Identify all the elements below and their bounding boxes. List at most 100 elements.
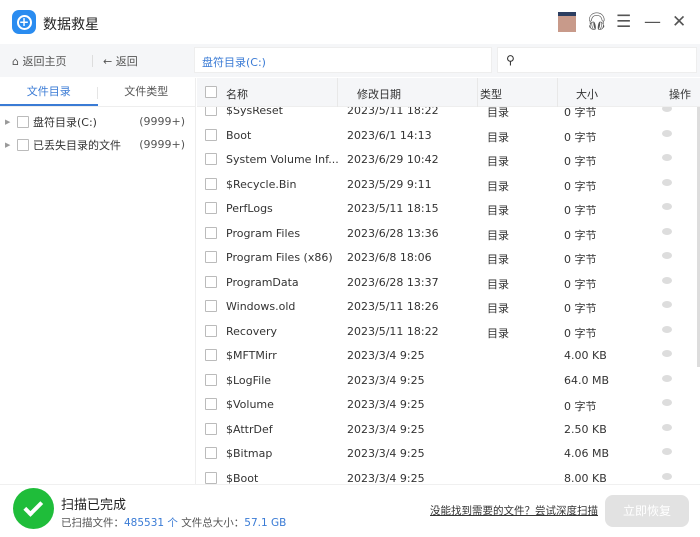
checkbox[interactable] <box>17 138 29 151</box>
file-date: 2023/5/11 18:22 <box>347 324 439 338</box>
table-row[interactable]: System Volume Inf... 2023/6/29 10:42 目录 … <box>197 147 700 172</box>
preview-eye-icon[interactable] <box>662 203 672 210</box>
avatar[interactable] <box>558 12 576 32</box>
table-row[interactable]: $Boot 2023/3/4 9:25 8.00 KB <box>197 466 700 485</box>
preview-eye-icon[interactable] <box>662 154 672 161</box>
row-checkbox[interactable] <box>205 300 217 312</box>
file-type: 目录 <box>487 130 509 144</box>
menu-icon[interactable]: ☰ <box>616 12 632 32</box>
table-row[interactable]: Windows.old 2023/5/11 18:26 目录 0 字节 <box>197 294 700 319</box>
checkbox[interactable] <box>17 115 29 128</box>
preview-eye-icon[interactable] <box>662 252 672 259</box>
tab-file-directory[interactable]: 文件目录 <box>0 78 98 106</box>
row-checkbox[interactable] <box>205 251 217 263</box>
status-title: 扫描已完成 <box>61 498 127 513</box>
search-input[interactable]: ⚲ <box>497 47 697 73</box>
scanned-count: 485531 个 <box>124 517 178 529</box>
file-name: Boot <box>226 128 252 142</box>
tab-file-type[interactable]: 文件类型 <box>124 85 169 98</box>
file-size: 0 字节 <box>564 302 597 315</box>
row-checkbox[interactable] <box>205 398 217 410</box>
row-checkbox[interactable] <box>205 275 217 288</box>
file-date: 2023/6/8 18:06 <box>347 251 432 264</box>
table-row[interactable]: $MFTMirr 2023/3/4 9:25 4.00 KB <box>197 343 700 368</box>
table-row[interactable]: ProgramData 2023/6/28 13:37 目录 0 字节 <box>197 270 700 295</box>
back-button[interactable]: ← 返回 <box>103 53 138 69</box>
scan-summary: 已扫描文件：485531 个 文件总大小：57.1 GB <box>61 515 286 530</box>
row-checkbox[interactable] <box>205 422 217 435</box>
preview-eye-icon[interactable] <box>662 399 672 406</box>
preview-eye-icon[interactable] <box>662 227 672 235</box>
preview-eye-icon[interactable] <box>662 374 672 382</box>
row-checkbox[interactable] <box>205 324 217 337</box>
file-type: 目录 <box>487 326 509 340</box>
path-field[interactable]: 盘符目录(C:) <box>194 47 492 73</box>
table-row[interactable]: $SysReset 2023/5/11 18:22 目录 0 字节 <box>197 98 700 123</box>
row-checkbox[interactable] <box>205 153 217 165</box>
expand-icon[interactable]: ▶ <box>5 140 11 149</box>
row-checkbox[interactable] <box>205 373 217 386</box>
file-name: $Bitmap <box>226 447 273 460</box>
preview-eye-icon[interactable] <box>662 472 672 480</box>
close-icon[interactable]: ✕ <box>672 12 687 32</box>
row-checkbox[interactable] <box>205 349 217 361</box>
table-header: 名称 修改日期 类型 大小 操作 <box>197 78 700 107</box>
file-size: 0 字节 <box>564 204 597 217</box>
header-name[interactable]: 名称 <box>226 88 248 101</box>
preview-eye-icon[interactable] <box>662 448 672 455</box>
row-checkbox[interactable] <box>205 226 217 239</box>
file-name: Program Files (x86) <box>226 251 333 264</box>
select-all-checkbox[interactable] <box>205 86 217 98</box>
arrow-left-icon: ← <box>103 55 113 68</box>
file-date: 2023/3/4 9:25 <box>347 471 425 485</box>
table-row[interactable]: Boot 2023/6/1 14:13 目录 0 字节 <box>197 123 700 148</box>
table-row[interactable]: Recovery 2023/5/11 18:22 目录 0 字节 <box>197 319 700 344</box>
table-row[interactable]: PerfLogs 2023/5/11 18:15 目录 0 字节 <box>197 196 700 221</box>
file-size: 8.00 KB <box>564 471 607 485</box>
file-size: 64.0 MB <box>564 373 610 387</box>
preview-eye-icon[interactable] <box>662 105 672 112</box>
row-checkbox[interactable] <box>205 202 217 214</box>
file-size: 0 字节 <box>564 106 597 119</box>
file-date: 2023/6/28 13:37 <box>347 275 439 289</box>
headset-icon[interactable]: 🎧︎ <box>586 12 608 32</box>
preview-eye-icon[interactable] <box>662 423 672 431</box>
preview-eye-icon[interactable] <box>662 129 672 137</box>
preview-eye-icon[interactable] <box>662 301 672 308</box>
row-checkbox[interactable] <box>205 177 217 190</box>
recover-button[interactable]: 立即恢复 <box>605 495 689 527</box>
scrollbar[interactable] <box>697 107 700 367</box>
header-type[interactable]: 类型 <box>480 88 502 101</box>
preview-eye-icon[interactable] <box>662 325 672 333</box>
expand-icon[interactable]: ▶ <box>5 117 11 126</box>
row-checkbox[interactable] <box>205 128 217 141</box>
header-date[interactable]: 修改日期 <box>357 88 401 101</box>
file-type: 目录 <box>487 228 509 242</box>
minimize-icon[interactable]: — <box>644 12 661 32</box>
file-name: ProgramData <box>226 275 299 289</box>
preview-eye-icon[interactable] <box>662 276 672 284</box>
tree-item[interactable]: ▶ 已丢失目录的文件 (9999+) <box>0 134 195 155</box>
deep-scan-link[interactable]: 没能找到需要的文件？尝试深度扫描 <box>430 505 598 517</box>
file-date: 2023/3/4 9:25 <box>347 373 425 387</box>
file-name: PerfLogs <box>226 202 273 215</box>
row-checkbox[interactable] <box>205 471 217 484</box>
home-button[interactable]: ⌂ 返回主页 <box>12 53 66 69</box>
preview-eye-icon[interactable] <box>662 350 672 357</box>
row-checkbox[interactable] <box>205 447 217 459</box>
table-row[interactable]: Program Files (x86) 2023/6/8 18:06 目录 0 … <box>197 245 700 270</box>
file-size: 0 字节 <box>564 400 597 413</box>
table-row[interactable]: $Volume 2023/3/4 9:25 0 字节 <box>197 392 700 417</box>
left-panel: 文件目录 文件类型 ▶ 盘符目录(C:) (9999+) ▶ 已丢失目录的文件 … <box>0 78 196 484</box>
file-size: 2.50 KB <box>564 422 607 436</box>
preview-eye-icon[interactable] <box>662 178 672 186</box>
table-row[interactable]: $Bitmap 2023/3/4 9:25 4.06 MB <box>197 441 700 466</box>
table-row[interactable]: $AttrDef 2023/3/4 9:25 2.50 KB <box>197 417 700 442</box>
home-icon: ⌂ <box>12 55 19 68</box>
file-type: 目录 <box>487 277 509 291</box>
table-row[interactable]: $LogFile 2023/3/4 9:25 64.0 MB <box>197 368 700 393</box>
table-row[interactable]: Program Files 2023/6/28 13:36 目录 0 字节 <box>197 221 700 246</box>
header-size[interactable]: 大小 <box>576 88 598 101</box>
tree-item[interactable]: ▶ 盘符目录(C:) (9999+) <box>0 111 195 132</box>
table-row[interactable]: $Recycle.Bin 2023/5/29 9:11 目录 0 字节 <box>197 172 700 197</box>
